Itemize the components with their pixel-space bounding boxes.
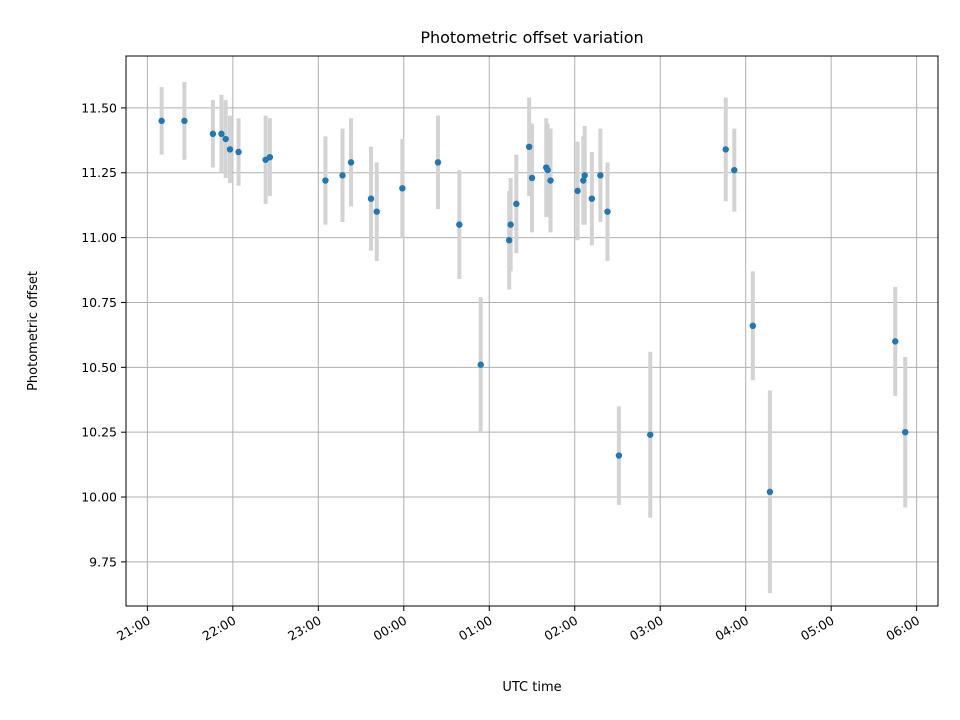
data-point bbox=[347, 159, 355, 166]
y-tick-label: 11.50 bbox=[81, 100, 117, 115]
data-point bbox=[581, 172, 588, 179]
x-tick-label: 21:00 bbox=[114, 613, 153, 644]
data-point bbox=[339, 172, 346, 179]
y-tick-label: 10.50 bbox=[81, 360, 117, 375]
data-point bbox=[647, 431, 654, 438]
data-point bbox=[226, 146, 234, 153]
data-point bbox=[597, 172, 604, 179]
data-point bbox=[399, 185, 406, 192]
data-point bbox=[766, 488, 774, 496]
data-point bbox=[158, 117, 165, 125]
x-tick-label: 01:00 bbox=[456, 613, 495, 644]
y-axis-label: Photometric offset bbox=[26, 271, 41, 391]
x-tick-label: 03:00 bbox=[627, 613, 666, 644]
data-point bbox=[525, 143, 533, 151]
data-point bbox=[367, 195, 375, 202]
data-point bbox=[222, 135, 229, 143]
x-axis-ticks: 21:00 22:00 23:00 00:00 01:00 02:00 03:00 04:00… bbox=[114, 606, 922, 644]
data-point bbox=[615, 452, 623, 459]
data-point bbox=[528, 174, 536, 182]
y-tick-label: 9.75 bbox=[89, 554, 117, 569]
data-point bbox=[373, 208, 380, 215]
data-point bbox=[588, 195, 596, 202]
data-point bbox=[218, 130, 225, 138]
x-tick-label: 00:00 bbox=[371, 613, 410, 644]
data-point bbox=[507, 221, 514, 228]
data-point bbox=[574, 187, 581, 195]
y-tick-label: 11.25 bbox=[81, 165, 117, 180]
y-tick-label: 10.75 bbox=[81, 295, 117, 310]
y-tick-label: 10.25 bbox=[81, 425, 117, 440]
data-point bbox=[322, 177, 329, 184]
data-point bbox=[580, 177, 587, 184]
data-point bbox=[477, 361, 484, 368]
data-point bbox=[604, 208, 611, 215]
x-tick-label: 22:00 bbox=[200, 613, 239, 644]
x-tick-label: 04:00 bbox=[712, 613, 751, 644]
chart-title: Photometric offset variation bbox=[420, 28, 643, 47]
data-point bbox=[513, 200, 520, 208]
x-tick-label: 02:00 bbox=[542, 613, 581, 644]
data-point bbox=[892, 338, 899, 345]
data-point bbox=[434, 159, 442, 166]
y-axis-ticks: 9.75 10.00 10.25 10.50 10.75 11.00 11.25 11.50 bbox=[81, 100, 126, 569]
data-point bbox=[544, 166, 551, 174]
data-point bbox=[506, 236, 513, 244]
y-tick-label: 10.00 bbox=[81, 490, 117, 505]
data-point bbox=[749, 322, 757, 330]
error-bars bbox=[159, 81, 908, 594]
x-tick-label: 05:00 bbox=[798, 613, 837, 644]
data-point bbox=[722, 146, 729, 153]
data-point bbox=[456, 221, 463, 228]
y-tick-label: 11.00 bbox=[81, 230, 117, 245]
plot-frame bbox=[125, 55, 939, 607]
x-tick-label: 23:00 bbox=[285, 613, 324, 644]
data-markers bbox=[158, 117, 909, 496]
data-point bbox=[731, 166, 738, 174]
x-tick-label: 06:00 bbox=[883, 613, 922, 644]
data-point bbox=[547, 177, 554, 184]
data-point bbox=[209, 130, 217, 138]
data-point bbox=[266, 153, 274, 161]
x-axis-label: UTC time bbox=[502, 680, 561, 695]
data-point bbox=[181, 117, 188, 125]
data-point bbox=[902, 428, 909, 436]
data-point bbox=[235, 148, 242, 156]
